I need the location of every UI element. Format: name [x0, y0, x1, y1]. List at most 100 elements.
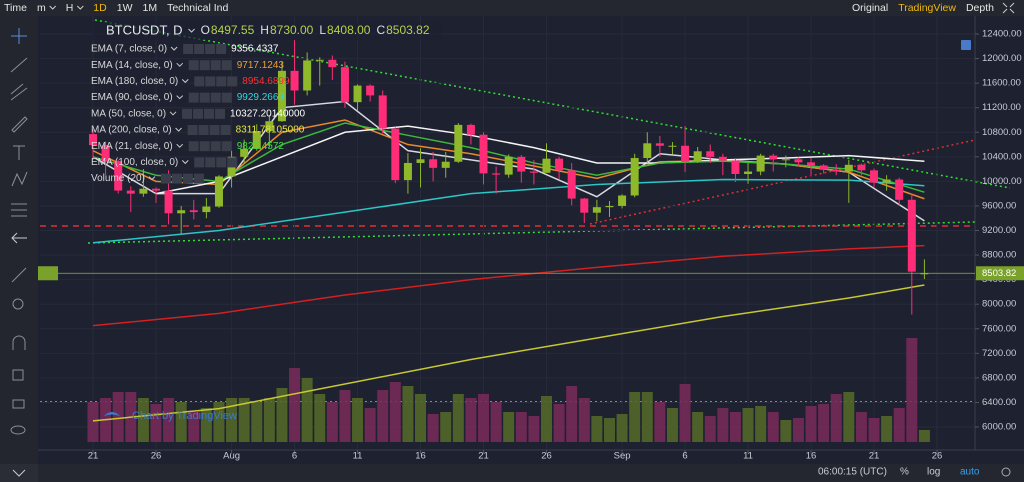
- volume-bar: [276, 388, 288, 442]
- candle-body: [605, 205, 614, 208]
- legend-name[interactable]: EMA (90, close, 0): [91, 92, 173, 103]
- collapse-button[interactable]: [0, 464, 38, 482]
- candle-body: [89, 134, 97, 146]
- legend-button[interactable]: [220, 125, 231, 135]
- lock-draw-tool[interactable]: [12, 369, 24, 381]
- legend-button[interactable]: [194, 76, 205, 87]
- zoom-tool[interactable]: [12, 298, 24, 310]
- info-icon[interactable]: [961, 40, 971, 50]
- toolbar-item[interactable]: Time: [4, 2, 27, 14]
- ohlc-key: O: [201, 23, 210, 37]
- measure-tool[interactable]: [11, 267, 27, 283]
- legend-value: 10327.20140000: [230, 108, 306, 119]
- brush-tool[interactable]: [11, 116, 28, 133]
- legend-button[interactable]: [227, 157, 238, 168]
- log-toggle[interactable]: log: [927, 467, 940, 478]
- legend-name[interactable]: EMA (180, close, 0): [91, 76, 178, 87]
- auto-toggle[interactable]: auto: [960, 467, 980, 478]
- toolbar-item[interactable]: TradingView: [898, 2, 956, 14]
- legend-button[interactable]: [171, 173, 182, 184]
- toolbar-item[interactable]: m: [37, 2, 46, 14]
- legend-button[interactable]: [210, 92, 221, 103]
- eye-tool[interactable]: [10, 425, 26, 435]
- legend-value: 9356.4337: [231, 44, 279, 55]
- lock-tool[interactable]: [12, 399, 25, 409]
- legend-button[interactable]: [198, 125, 209, 135]
- legend-button[interactable]: [182, 173, 193, 184]
- price-tag: [976, 266, 1024, 281]
- legend-button[interactable]: [210, 60, 221, 71]
- pattern-tool[interactable]: [11, 171, 28, 187]
- magnet-tool[interactable]: [12, 335, 26, 350]
- settings-icon[interactable]: [1001, 467, 1011, 477]
- legend-button[interactable]: [193, 108, 204, 119]
- legend-arrow: [176, 143, 184, 148]
- toolbar-item[interactable]: 1M: [142, 2, 157, 14]
- percent-toggle[interactable]: %: [900, 467, 909, 478]
- toolbar-item[interactable]: H: [66, 2, 74, 14]
- line-tool[interactable]: [10, 57, 28, 73]
- volume-bar: [528, 416, 540, 442]
- candle-body: [353, 85, 362, 103]
- candle-body: [441, 161, 450, 168]
- legend-button[interactable]: [215, 108, 226, 119]
- legend-button[interactable]: [199, 92, 210, 103]
- toolbar-item[interactable]: Depth: [966, 2, 994, 14]
- candle-body: [164, 190, 173, 214]
- candle-body: [907, 199, 916, 272]
- legend-button[interactable]: [216, 44, 227, 54]
- legend-button[interactable]: [193, 173, 204, 184]
- candle-body: [794, 159, 803, 163]
- legend-name[interactable]: Volume (20): [91, 173, 145, 184]
- toolbar-item[interactable]: Original: [852, 2, 888, 14]
- candle-body: [265, 121, 274, 132]
- legend-button[interactable]: [188, 92, 199, 103]
- legend-name[interactable]: EMA (100, close, 0): [91, 157, 178, 168]
- legend-button[interactable]: [160, 173, 171, 184]
- toolbar-item[interactable]: 1D: [93, 2, 107, 14]
- legend-button[interactable]: [187, 125, 198, 135]
- legend-name[interactable]: MA (200, close, 0): [91, 125, 172, 136]
- ohlc-value: 8503.82: [386, 23, 430, 37]
- legend-button[interactable]: [183, 44, 194, 54]
- legend-button[interactable]: [210, 141, 221, 152]
- legend-button[interactable]: [204, 108, 215, 119]
- legend-button[interactable]: [209, 125, 220, 135]
- legend-button[interactable]: [188, 141, 199, 152]
- legend-button[interactable]: [221, 141, 232, 152]
- fullscreen-icon[interactable]: [1002, 2, 1015, 14]
- text-tool[interactable]: [13, 145, 25, 160]
- back-tool[interactable]: [11, 232, 27, 244]
- legend-button[interactable]: [182, 108, 193, 119]
- legend-button[interactable]: [216, 76, 227, 87]
- crosshair-tool[interactable]: [11, 28, 27, 44]
- legend-name[interactable]: MA (50, close, 0): [91, 108, 166, 119]
- legend-button[interactable]: [227, 76, 238, 87]
- x-tick-label: 21: [478, 451, 489, 462]
- candle-body: [618, 195, 627, 206]
- legend-button[interactable]: [188, 60, 199, 71]
- legend-button[interactable]: [205, 157, 216, 168]
- y-tick-label: 10000.00: [982, 176, 1022, 187]
- legend-name[interactable]: EMA (14, close, 0): [91, 60, 173, 71]
- legend-button[interactable]: [194, 157, 205, 168]
- y-tick-label: 7600.00: [982, 323, 1016, 334]
- volume-bar: [679, 384, 691, 442]
- legend-button[interactable]: [199, 141, 210, 152]
- legend-button[interactable]: [199, 60, 210, 71]
- legend-button[interactable]: [221, 60, 232, 71]
- candle-body: [466, 124, 475, 135]
- legend-button[interactable]: [205, 76, 216, 87]
- volume-bar: [188, 412, 200, 442]
- legend-button[interactable]: [216, 157, 227, 168]
- legend-button[interactable]: [221, 92, 232, 103]
- toolbar-item[interactable]: 1W: [117, 2, 133, 14]
- y-tick-label: 8800.00: [982, 250, 1016, 261]
- fib-tool[interactable]: [10, 83, 28, 101]
- legend-button[interactable]: [205, 44, 216, 54]
- prediction-tool[interactable]: [11, 203, 27, 217]
- legend-name[interactable]: EMA (7, close, 0): [91, 44, 167, 55]
- legend-button[interactable]: [194, 44, 205, 54]
- legend-name[interactable]: EMA (21, close, 0): [91, 141, 173, 152]
- toolbar-item[interactable]: Technical Ind: [167, 2, 228, 14]
